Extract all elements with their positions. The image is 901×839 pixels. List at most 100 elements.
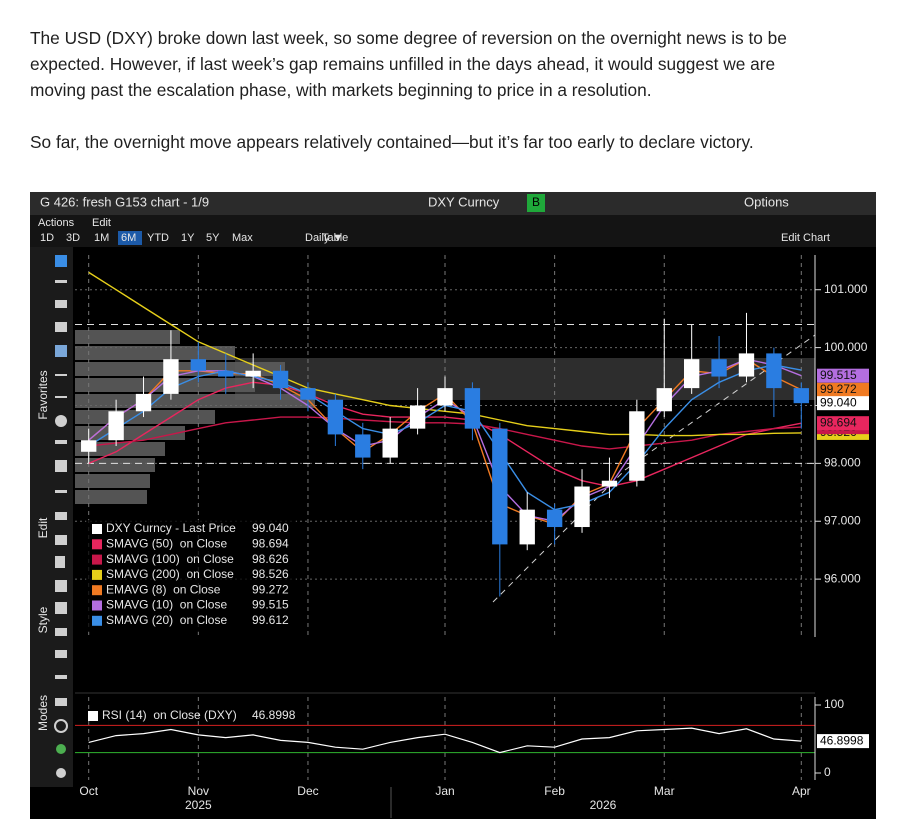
legend-swatch	[92, 554, 102, 565]
candle-body	[656, 388, 672, 412]
rsi-tick-label: 0	[824, 765, 831, 779]
legend-label: SMAVG (50) on Close	[106, 536, 227, 550]
legend-swatch	[92, 600, 102, 611]
ma-line	[88, 381, 802, 488]
range-button[interactable]: 5Y	[206, 232, 220, 244]
candle-body	[327, 399, 344, 435]
profile-bar	[75, 346, 235, 360]
icon	[55, 650, 67, 658]
candle-body	[574, 486, 590, 528]
icon	[55, 280, 67, 283]
side-icons	[54, 255, 68, 778]
range-button[interactable]: Max	[232, 232, 253, 244]
legend-value: 99.272	[252, 582, 289, 596]
candle-body	[519, 509, 535, 545]
window-title: G 426: fresh G153 chart - 1/9	[40, 194, 209, 209]
range-button[interactable]: 1D	[40, 232, 54, 244]
candle-body	[382, 428, 398, 458]
trend-line	[492, 469, 626, 603]
legend-swatch	[92, 569, 102, 580]
rsi-tick-label: 100	[824, 697, 844, 711]
legend-label: SMAVG (100) on Close	[106, 552, 234, 566]
range-button[interactable]: 6M	[121, 232, 136, 244]
icon	[55, 322, 67, 332]
icon	[54, 719, 68, 733]
ticker[interactable]: DXY Curncy	[428, 194, 500, 209]
legend-label: RSI (14) on Close (DXY)	[102, 708, 237, 722]
paragraph: The USD (DXY) broke down last week, so s…	[30, 28, 787, 100]
candle-body	[409, 405, 426, 429]
legend-value: 99.040	[252, 521, 289, 535]
icon	[55, 698, 67, 706]
range-button[interactable]: 1M	[94, 232, 109, 244]
icon	[55, 415, 67, 427]
candle-body	[601, 480, 618, 487]
candle-body	[300, 388, 316, 400]
legend-value: 98.526	[252, 567, 289, 581]
candle-body	[218, 370, 234, 377]
candle-body	[711, 359, 727, 377]
legend-box	[86, 520, 296, 632]
side-label: Style	[36, 606, 50, 633]
legend-value: 98.694	[252, 536, 289, 550]
toolbar	[30, 215, 876, 247]
terminal-chart: G 426: fresh G153 chart - 1/9 DXY Curncy…	[30, 192, 876, 819]
candle-body	[135, 393, 152, 412]
rsi-line	[88, 727, 802, 754]
table-button[interactable]: Table	[322, 232, 348, 244]
year-label: 2026	[590, 798, 617, 812]
range-active	[118, 231, 142, 245]
value-tag	[817, 734, 869, 749]
badge-bg[interactable]	[527, 194, 545, 212]
ma-line	[88, 416, 802, 450]
value-tag	[817, 416, 869, 431]
legend-value: 99.612	[252, 613, 289, 627]
icon	[55, 628, 67, 636]
icon	[55, 300, 67, 308]
range-button[interactable]: 1Y	[181, 232, 195, 244]
side-label: Modes	[36, 695, 50, 731]
legend-label: SMAVG (200) on Close	[106, 567, 234, 581]
icon	[55, 556, 65, 568]
profile-bar	[75, 410, 215, 424]
trend-line	[624, 334, 816, 471]
x-tick-label: Mar	[654, 784, 675, 798]
legend-swatch	[92, 524, 102, 534]
legend-swatch	[92, 539, 102, 550]
profile-bar	[75, 474, 150, 488]
icon	[55, 535, 67, 545]
y-tick-label: 96.000	[824, 571, 861, 585]
icon	[55, 345, 67, 357]
value-tag	[817, 396, 869, 411]
legend-value: 99.515	[252, 598, 289, 612]
side-label: Edit	[36, 517, 50, 538]
badge[interactable]: B	[532, 195, 540, 209]
value-tag-label: 98.694	[820, 415, 857, 429]
profile-bar	[75, 490, 147, 504]
candle-body	[793, 388, 809, 404]
x-tick-label: Feb	[544, 784, 565, 798]
candle-body	[355, 434, 371, 458]
x-tick-label: Apr	[792, 784, 811, 798]
legend-label: SMAVG (10) on Close	[106, 598, 227, 612]
ma-line	[88, 271, 802, 437]
icon	[55, 374, 67, 376]
background	[30, 192, 876, 819]
candle-body	[464, 388, 481, 429]
menu[interactable]: Edit	[92, 217, 111, 229]
menu[interactable]: Actions	[38, 217, 75, 229]
candle-body	[437, 388, 453, 406]
candle-body	[163, 359, 179, 394]
range-button[interactable]: 3D	[66, 232, 80, 244]
legend-swatch	[88, 711, 98, 721]
options[interactable]: Options	[744, 194, 789, 209]
y-tick-label: 100.000	[824, 340, 868, 354]
range-button[interactable]: YTD	[147, 232, 169, 244]
candle-body	[190, 359, 207, 371]
icon	[55, 440, 67, 444]
edit-chart[interactable]: Edit Chart	[781, 232, 830, 244]
profile-bar	[75, 330, 180, 344]
frequency[interactable]: Daily ▼	[305, 232, 343, 244]
value-tag-label: 99.272	[820, 382, 857, 396]
